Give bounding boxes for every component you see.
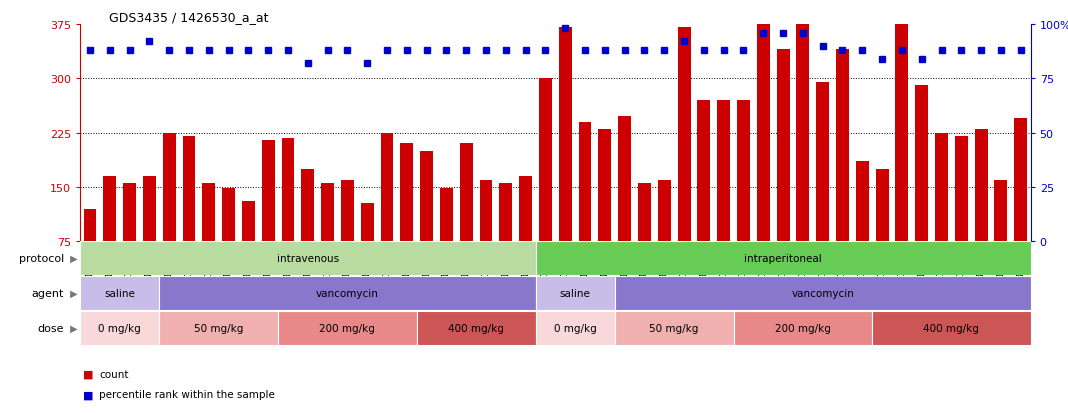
Bar (559, 28, 571, 242)
Text: 400 mg/kg: 400 mg/kg (924, 323, 979, 333)
Text: intraperitoneal: intraperitoneal (744, 254, 822, 263)
Bar (855, 162, 868, 242)
Text: intravenous: intravenous (277, 254, 339, 263)
Text: agent: agent (32, 288, 64, 298)
Bar (440, 189, 453, 242)
Text: 50 mg/kg: 50 mg/kg (649, 323, 698, 333)
Bar (242, 202, 255, 242)
Text: ■: ■ (83, 369, 94, 379)
Bar (618, 116, 631, 242)
Bar (677, 28, 691, 242)
Text: percentile rank within the sample: percentile rank within the sample (99, 389, 276, 399)
Text: ■: ■ (83, 389, 94, 399)
Text: 50 mg/kg: 50 mg/kg (194, 323, 244, 333)
Bar (797, 25, 810, 242)
Bar (638, 184, 650, 242)
Bar (535, 276, 615, 310)
Bar (936, 133, 948, 242)
Bar (420, 151, 434, 242)
Text: saline: saline (105, 288, 136, 298)
Text: 200 mg/kg: 200 mg/kg (775, 323, 831, 333)
Bar (615, 311, 734, 345)
Bar (539, 79, 552, 242)
Bar (460, 144, 473, 242)
Bar (162, 133, 175, 242)
Text: 0 mg/kg: 0 mg/kg (98, 323, 141, 333)
Bar (718, 101, 731, 242)
Bar (955, 137, 968, 242)
Text: count: count (99, 369, 129, 379)
Bar (615, 276, 1031, 310)
Bar (994, 180, 1007, 242)
Bar (143, 177, 156, 242)
Bar (104, 177, 116, 242)
Bar (282, 138, 295, 242)
Bar (734, 311, 873, 345)
Bar (83, 209, 96, 242)
Bar (361, 203, 374, 242)
Bar (500, 184, 513, 242)
Bar (915, 86, 928, 242)
Text: GDS3435 / 1426530_a_at: GDS3435 / 1426530_a_at (109, 11, 268, 24)
Text: vancomycin: vancomycin (791, 288, 854, 298)
Bar (873, 311, 1031, 345)
Text: 400 mg/kg: 400 mg/kg (449, 323, 504, 333)
Bar (737, 101, 750, 242)
Bar (895, 25, 909, 242)
Bar (757, 25, 770, 242)
Bar (80, 276, 159, 310)
Bar (776, 50, 789, 242)
Text: ▶: ▶ (67, 323, 78, 333)
Bar (183, 137, 195, 242)
Bar (159, 276, 535, 310)
Bar (159, 311, 278, 345)
Bar (535, 242, 1031, 275)
Bar (535, 311, 615, 345)
Bar (202, 184, 216, 242)
Bar (417, 311, 535, 345)
Bar (321, 184, 334, 242)
Text: protocol: protocol (19, 254, 64, 263)
Bar (80, 311, 159, 345)
Bar (262, 140, 274, 242)
Bar (816, 83, 829, 242)
Bar (341, 180, 354, 242)
Bar (658, 180, 671, 242)
Bar (1015, 119, 1027, 242)
Bar (301, 169, 314, 242)
Bar (836, 50, 849, 242)
Text: 200 mg/kg: 200 mg/kg (319, 323, 375, 333)
Text: ▶: ▶ (67, 254, 78, 263)
Text: saline: saline (560, 288, 591, 298)
Bar (400, 144, 413, 242)
Bar (975, 130, 988, 242)
Bar (222, 189, 235, 242)
Bar (579, 122, 592, 242)
Bar (876, 169, 889, 242)
Bar (123, 184, 136, 242)
Text: vancomycin: vancomycin (316, 288, 379, 298)
Bar (697, 101, 710, 242)
Bar (519, 177, 532, 242)
Bar (278, 311, 417, 345)
Bar (480, 180, 492, 242)
Bar (80, 242, 535, 275)
Bar (380, 133, 393, 242)
Text: ▶: ▶ (67, 288, 78, 298)
Text: dose: dose (37, 323, 64, 333)
Text: 0 mg/kg: 0 mg/kg (554, 323, 597, 333)
Bar (598, 130, 611, 242)
